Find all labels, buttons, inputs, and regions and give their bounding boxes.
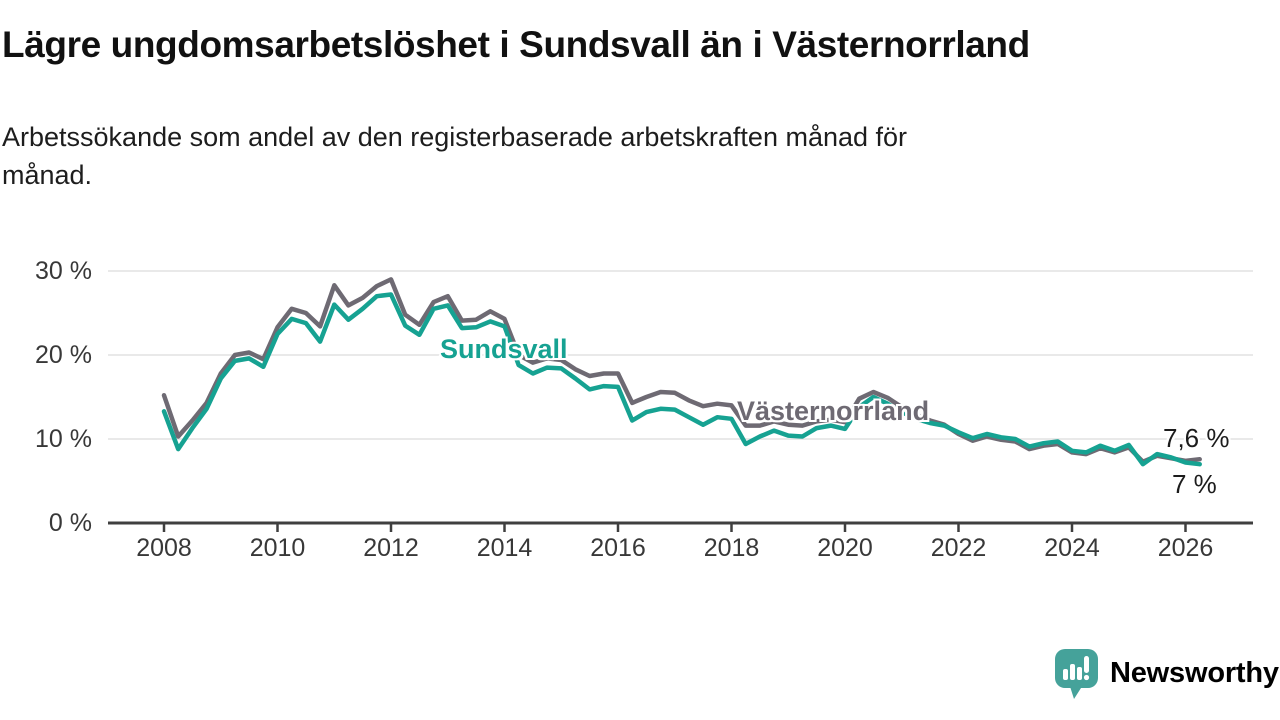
- x-tick-label: 2016: [590, 534, 646, 562]
- bar-3: [1077, 667, 1082, 680]
- bar-1: [1063, 669, 1068, 680]
- newsworthy-logo: Newsworthy: [1054, 648, 1279, 699]
- x-tick-label: 2018: [703, 534, 760, 562]
- sundsvall-end-value-label: 7 %: [1172, 469, 1217, 499]
- y-tick-label: 10 %: [35, 425, 92, 453]
- chart-subtitle: Arbetssökande som andel av den registerb…: [2, 118, 1202, 194]
- x-tick-label: 2024: [1044, 534, 1100, 562]
- y-tick-label: 20 %: [35, 341, 92, 369]
- y-tick-label: 30 %: [35, 257, 92, 285]
- vasternorrland-line: [161, 277, 1202, 464]
- vasternorrland-line-label: Västernorrland: [737, 396, 930, 426]
- exclamation-bar: [1084, 656, 1089, 673]
- chart-subtitle-line1: Arbetssökande som andel av den registerb…: [2, 122, 908, 152]
- x-tick-label: 2014: [476, 534, 533, 562]
- sundsvall-line: [161, 292, 1202, 467]
- chart-subtitle-line2: månad.: [2, 160, 93, 190]
- sundsvall-line-label: Sundsvall: [440, 334, 568, 364]
- x-tick-label: 2012: [363, 534, 419, 562]
- y-tick-label: 0 %: [48, 509, 92, 537]
- exclamation-dot: [1083, 674, 1090, 681]
- speech-bubble-shape: [1055, 649, 1098, 699]
- x-tick-label: 2026: [1157, 534, 1214, 562]
- vasternorrland-end-value-label: 7,6 %: [1163, 423, 1230, 453]
- x-tick-label: 2010: [249, 534, 306, 562]
- x-tick-label: 2020: [817, 534, 873, 562]
- chart-title: Lägre ungdomsarbetslöshet i Sundsvall än…: [2, 24, 1030, 65]
- x-tick-label: 2022: [930, 534, 987, 562]
- bar-2: [1070, 664, 1075, 680]
- newsworthy-wordmark: Newsworthy: [1110, 657, 1279, 689]
- x-tick-label: 2008: [136, 534, 192, 562]
- gridlines: [108, 270, 1253, 440]
- newsworthy-logo-icon: [1055, 649, 1098, 699]
